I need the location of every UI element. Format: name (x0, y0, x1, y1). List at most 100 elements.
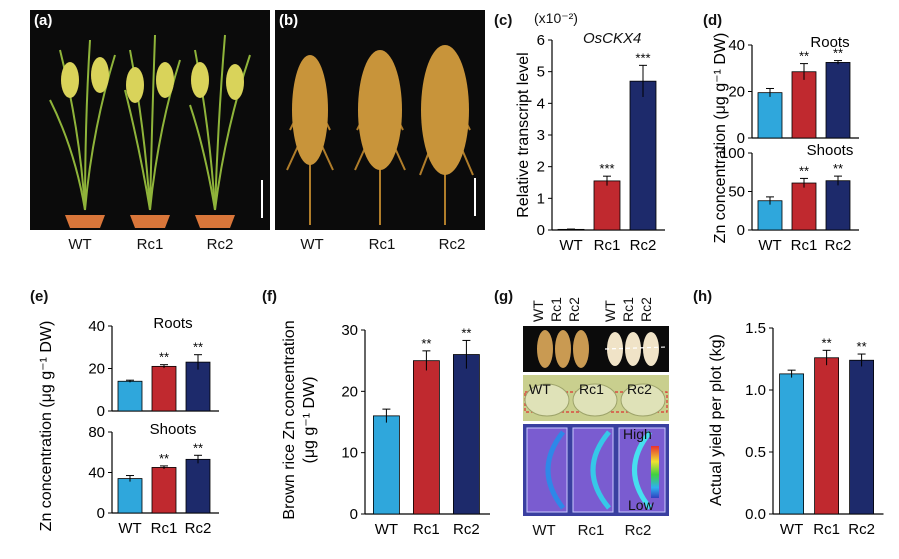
g-top-label-1: WT (530, 300, 546, 322)
panel-d-letter: (d) (703, 12, 723, 29)
d-shoots-ytick-label-2: 100 (720, 145, 745, 162)
d-roots-ytick-label-1: 20 (728, 84, 745, 101)
h-bar-rc2 (849, 359, 875, 515)
c-bar-rc1 (593, 180, 621, 231)
c-sig-rc2: *** (635, 50, 650, 65)
e-shoots-ytick-label-2: 80 (88, 424, 105, 441)
h-xlabel-rc1: Rc1 (813, 521, 840, 538)
e-shoots-ytick-label-1: 40 (88, 465, 105, 482)
h-bar-rc1 (814, 357, 839, 515)
c-bar-rc2 (629, 80, 657, 231)
f-ylabel-line1: Brown rice Zn concentration (281, 320, 298, 519)
photo-panicles: (b) (275, 10, 485, 230)
h-ylabel: Actual yield per plot (kg) (708, 334, 725, 506)
heat-scale-high: High (623, 426, 652, 442)
f-ytick-label-1: 10 (341, 445, 358, 462)
d-roots-sig-rc1: ** (799, 49, 809, 64)
f-ytick-label-2: 20 (341, 383, 358, 400)
f-bar-wt (373, 415, 400, 515)
f-bar-rc2 (452, 354, 480, 515)
f-ytick-label-3: 30 (341, 322, 358, 339)
c-ytick-label-6: 6 (537, 32, 545, 49)
h-ytick-label-2: 1.0 (745, 382, 766, 399)
d-shoots-bar-wt (757, 200, 783, 231)
e-shoots-subtitle: Shoots (150, 421, 197, 438)
seed-panel: WT Rc1 Rc2 WT Rc1 Rc2 WT Rc1 Rc2 (523, 297, 669, 516)
e-shoots-ytick-label-0: 0 (97, 505, 105, 522)
d-ylabel: Zn concentration (μg g⁻¹ DW) (712, 33, 729, 244)
panel-b-label-wt: WT (300, 236, 324, 253)
panel-a-label-wt: WT (68, 236, 92, 253)
e-shoots-sig-rc1: ** (159, 451, 169, 466)
chart-c: 0 1 2 3 4 5 6 WT *** Rc1 *** Rc2 Relative transcript… (515, 32, 665, 254)
f-xlabel-wt: WT (375, 521, 398, 538)
f-xlabel-rc2: Rc2 (453, 521, 480, 538)
f-xlabel-rc1: Rc1 (413, 521, 440, 538)
c-xlabel-rc1: Rc1 (594, 237, 621, 254)
d-shoots-subtitle: Shoots (807, 142, 854, 159)
d-roots-bar-rc2 (825, 62, 851, 139)
d-shoots-xlabel-wt: WT (758, 237, 781, 254)
panel-b-label-rc2: Rc2 (438, 236, 466, 253)
e-roots-sig-rc2: ** (193, 340, 203, 355)
panel-b-letter: (b) (279, 12, 299, 29)
c-ytick-label-0: 0 (537, 222, 545, 239)
c-ytick-label-2: 2 (537, 159, 545, 176)
e-roots-sig-rc1: ** (159, 350, 169, 365)
d-roots-subtitle: Roots (810, 34, 849, 51)
h-ytick-label-0: 0.0 (745, 506, 766, 523)
chart-f: 0 10 20 30 WT ** Rc1 ** Rc2 Brown rice Zn concent… (281, 320, 490, 538)
g-top-label-2: Rc1 (548, 297, 564, 322)
e-roots-bar-rc1 (151, 365, 177, 412)
panel-g-letter: (g) (494, 288, 514, 305)
d-shoots-ytick-label-0: 0 (737, 222, 745, 239)
panel-a-letter: (a) (34, 12, 53, 29)
panel-g-label-rc1: Rc1 (577, 522, 605, 539)
heat-scale-bar (651, 446, 659, 498)
f-ytick-label-0: 0 (350, 506, 358, 523)
e-roots-bar-wt (117, 380, 143, 412)
g-top-label-4: WT (602, 300, 618, 322)
d-shoots-sig-rc1: ** (799, 163, 809, 178)
g-section-label-1: WT (529, 381, 551, 397)
panel-c-letter: (c) (494, 12, 513, 29)
c-ytick-label-1: 1 (537, 190, 545, 207)
h-xlabel-wt: WT (780, 521, 803, 538)
d-shoots-xlabel-rc2: Rc2 (825, 237, 852, 254)
e-roots-ytick-label-0: 0 (97, 403, 105, 420)
h-bar-wt (779, 373, 804, 515)
panicles-illustration (286, 45, 476, 225)
e-roots-ytick-label-1: 20 (88, 361, 105, 378)
chart-e: 02040****Roots04080WT**Rc1**Rc2ShootsZn … (38, 315, 219, 537)
e-shoots-xlabel-wt: WT (118, 520, 141, 537)
e-roots-ytick-label-2: 40 (88, 318, 105, 335)
g-section-label-2: Rc1 (579, 381, 604, 397)
panel-c-title: OsCKX4 (583, 30, 642, 47)
d-roots-ytick-label-0: 0 (737, 130, 745, 147)
panel-g-label-wt: WT (532, 522, 556, 539)
c-ytick-label-3: 3 (537, 127, 545, 144)
e-ylabel: Zn concentration (μg g⁻¹ DW) (38, 321, 55, 532)
g-section-label-3: Rc2 (627, 381, 652, 397)
photo-rice-plants: (a) (30, 10, 270, 230)
d-shoots-bar-rc1 (791, 182, 817, 231)
c-xlabel-wt: WT (559, 237, 582, 254)
f-bar-rc1 (412, 360, 440, 515)
c-ytick-label-5: 5 (537, 64, 545, 81)
g-top-label-6: Rc2 (638, 297, 654, 322)
h-sig-rc1: ** (822, 335, 832, 350)
c-ylabel: Relative transcript level (515, 52, 532, 217)
d-roots-bar-rc1 (791, 71, 817, 139)
h-sig-rc2: ** (857, 339, 867, 354)
heat-scale-low: Low (628, 497, 654, 513)
panel-c-multiplier: (x10⁻²) (534, 10, 578, 26)
c-ytick-label-4: 4 (537, 95, 545, 112)
panel-b-label-rc1: Rc1 (368, 236, 396, 253)
e-shoots-bar-wt (117, 478, 143, 514)
g-top-label-3: Rc2 (566, 297, 582, 322)
chart-h: 0.0 0.5 1.0 1.5 WT ** Rc1 ** Rc2 Actual yield per… (708, 320, 884, 538)
e-shoots-bar-rc1 (151, 467, 177, 514)
panel-g-label-rc2: Rc2 (624, 522, 652, 539)
f-sig-rc1: ** (421, 336, 431, 351)
